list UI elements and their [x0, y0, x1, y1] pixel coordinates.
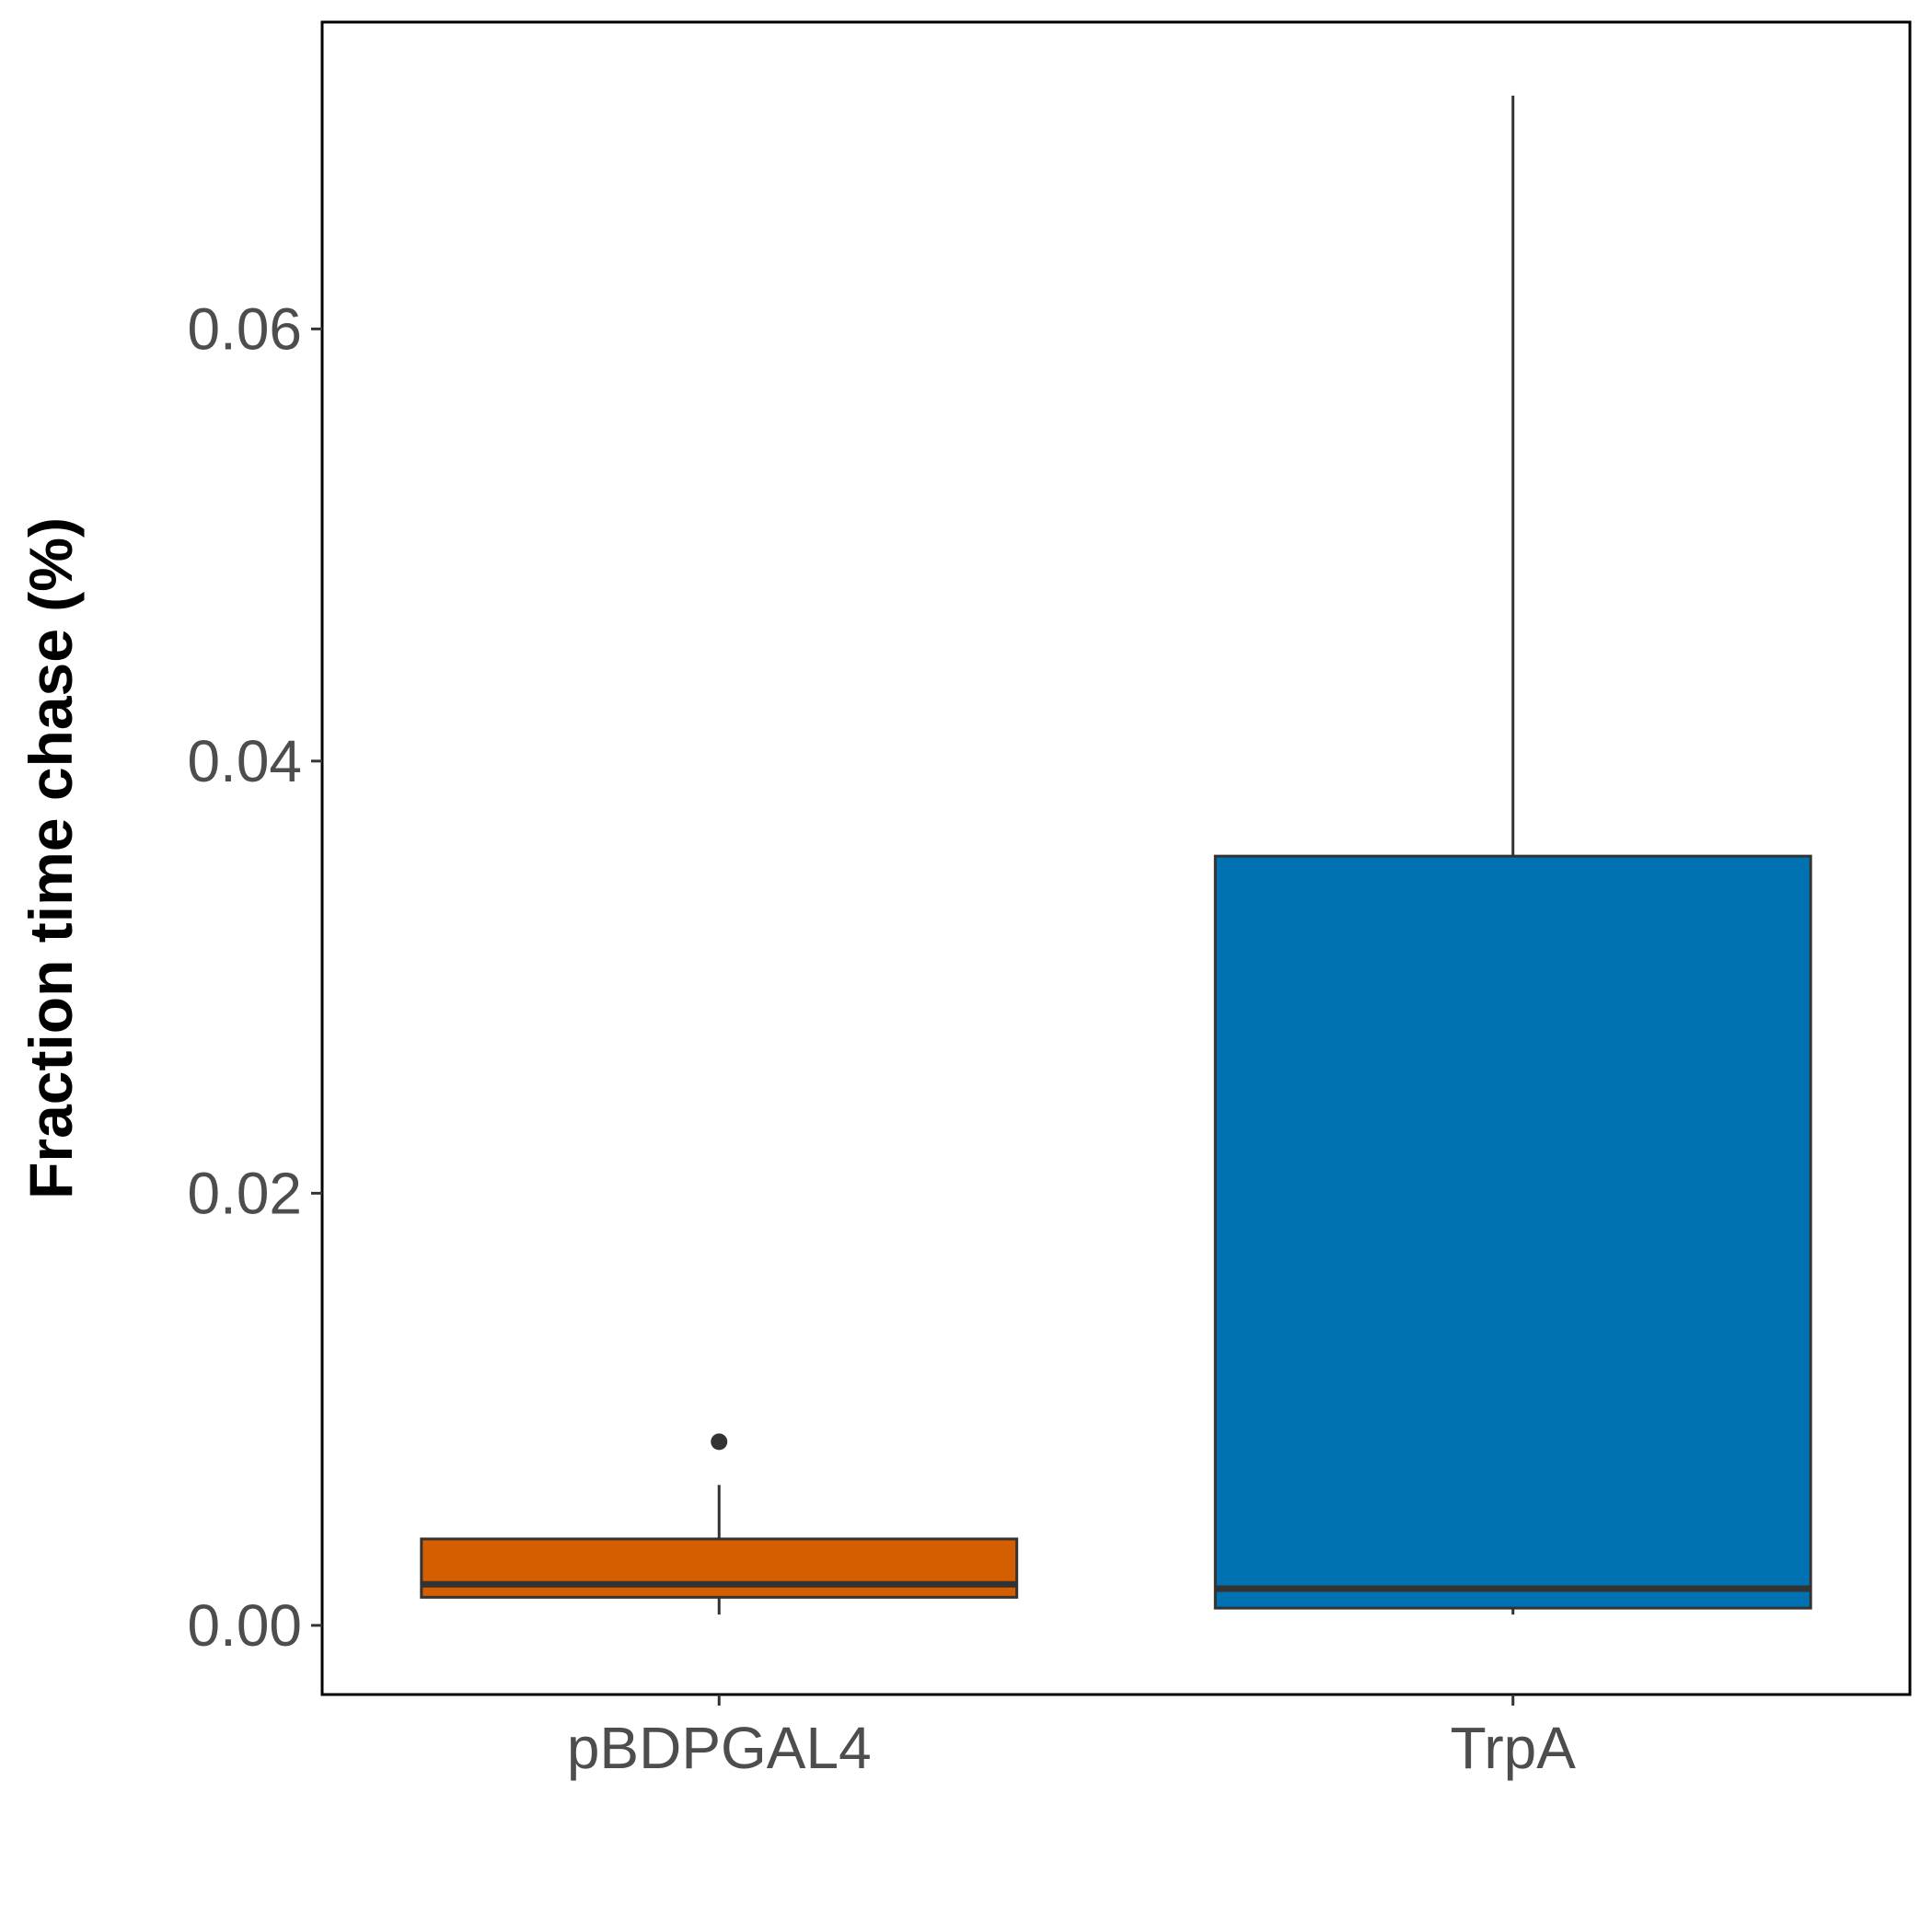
box-trpa — [1213, 95, 1812, 1615]
y-tick-label: 0.06 — [187, 295, 302, 362]
x-axis: pBDPGAL4 TrpA — [567, 1695, 1576, 1781]
x-tick-label: pBDPGAL4 — [567, 1715, 872, 1781]
outlier-point — [711, 1433, 728, 1451]
plot-panel-border — [320, 20, 1912, 1696]
box-series — [420, 95, 1812, 1615]
y-tick-label: 0.04 — [187, 728, 302, 794]
box-body — [420, 1537, 1019, 1599]
y-tick-label: 0.00 — [187, 1592, 302, 1659]
y-axis: 0.00 0.02 0.04 0.06 — [187, 295, 322, 1659]
y-axis-title: Fraction time chase (%) — [17, 517, 85, 1199]
x-tick-label: TrpA — [1451, 1715, 1577, 1781]
y-tick-label: 0.02 — [187, 1160, 302, 1226]
box-body — [1213, 854, 1812, 1610]
box-pbdpgal4 — [420, 1433, 1019, 1615]
